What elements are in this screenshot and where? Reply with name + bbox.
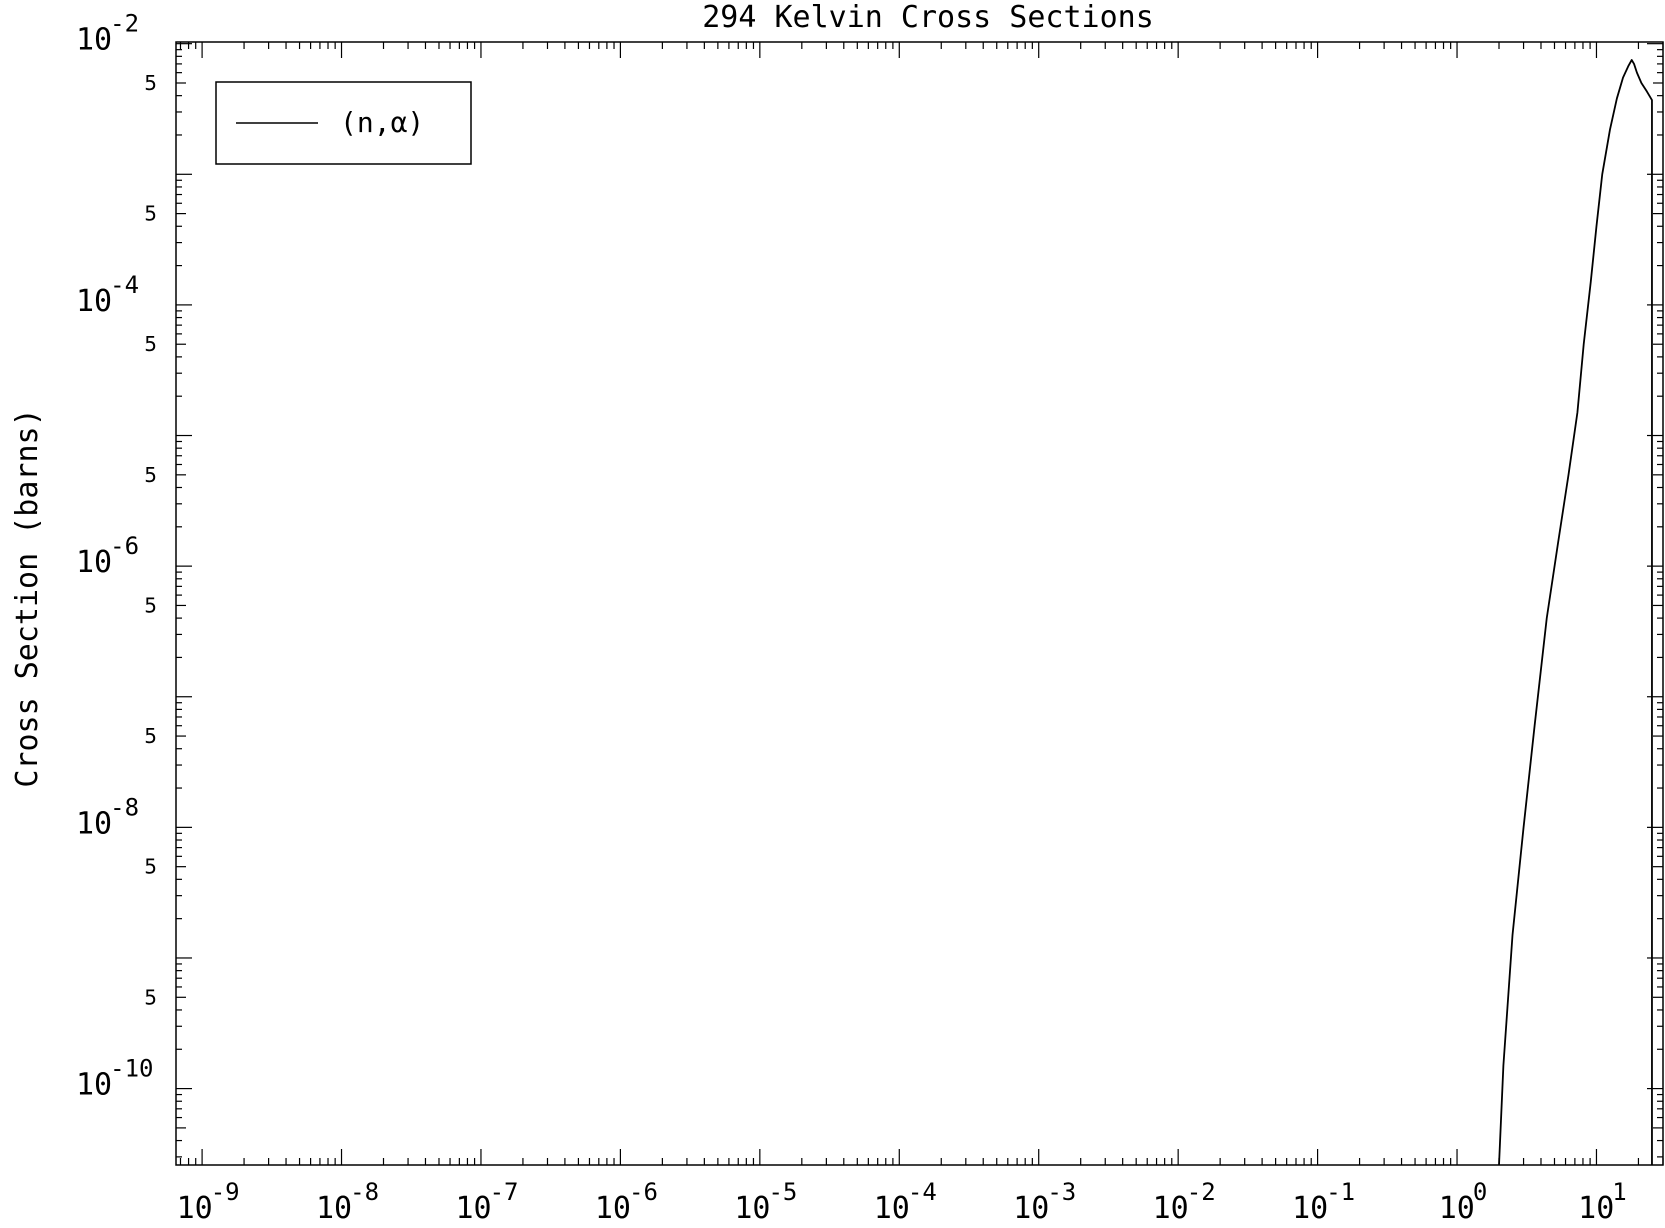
y-minor-label: 5 [144, 985, 157, 1009]
x-tick-label: 10-4 [874, 1178, 937, 1226]
legend-entry-n-alpha: (n,α) [340, 106, 424, 139]
y-axis-label: Cross Section (barns) [10, 408, 45, 787]
series-lines [1498, 59, 1653, 1166]
tick-labels: 10-9 10-8 10-7 10-6 10-5 10-4 10-3 10-2 10-1 100 1… [76, 10, 1627, 1226]
y-minor-label: 5 [144, 593, 157, 617]
x-tick-label: 10-3 [1013, 1178, 1076, 1226]
series-line-n-alpha [1498, 59, 1653, 1166]
legend: (n,α) [215, 81, 472, 165]
x-tick-label: 10-6 [595, 1178, 658, 1226]
x-tick-label: 10-1 [1292, 1178, 1355, 1226]
x-tick-label: 10-2 [1153, 1178, 1216, 1226]
x-tick-label: 10-9 [177, 1178, 240, 1226]
plot-frame [175, 41, 1664, 1166]
y-minor-label: 5 [144, 332, 157, 356]
x-tick-label: 10-7 [455, 1178, 518, 1226]
y-minor-label: 5 [144, 724, 157, 748]
x-tick-label: 10-8 [316, 1178, 379, 1226]
y-minor-label: 5 [144, 202, 157, 226]
tick-marks [176, 42, 1664, 1165]
x-tick-label: 101 [1578, 1178, 1627, 1226]
y-minor-label: 5 [144, 463, 157, 487]
y-tick-label: 10-4 [76, 271, 139, 319]
y-tick-label: 10-8 [76, 793, 139, 841]
y-minor-label: 5 [144, 71, 157, 95]
x-tick-label: 10-5 [734, 1178, 797, 1226]
chart-title: 294 Kelvin Cross Sections [702, 0, 1154, 35]
x-tick-label: 100 [1439, 1178, 1488, 1226]
y-tick-label: 10-10 [76, 1055, 153, 1103]
y-tick-label: 10-6 [76, 532, 139, 580]
y-tick-label: 10-2 [76, 10, 139, 58]
y-minor-label: 5 [144, 855, 157, 879]
